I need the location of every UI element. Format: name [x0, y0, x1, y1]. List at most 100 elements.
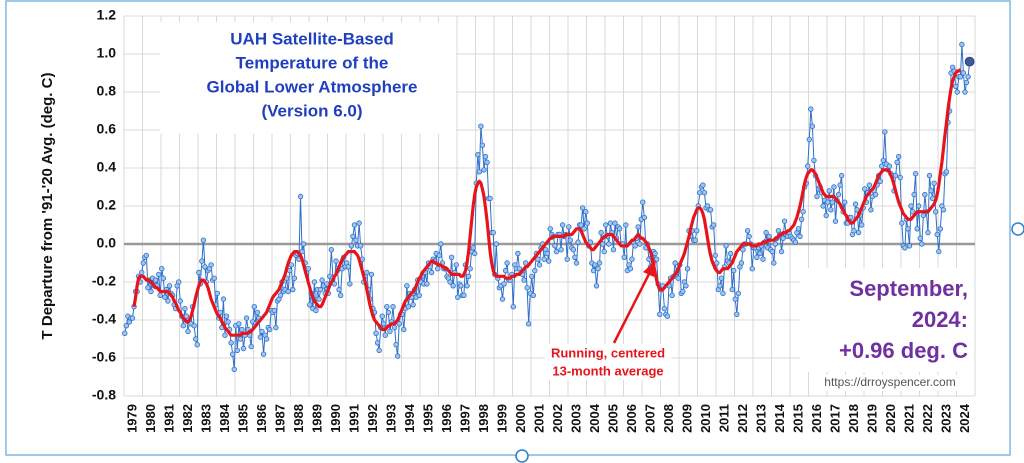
point [587, 239, 594, 245]
point [635, 224, 641, 230]
point [882, 129, 888, 135]
point [792, 239, 799, 245]
point [484, 159, 490, 165]
point [191, 323, 197, 329]
point [376, 347, 382, 354]
point [612, 220, 618, 226]
point [368, 271, 375, 278]
running-average-line [132, 68, 962, 337]
point [307, 302, 313, 308]
point [222, 332, 228, 338]
resize-handle[interactable] [515, 449, 529, 463]
point [152, 277, 159, 283]
point [535, 256, 541, 262]
point [234, 347, 241, 354]
resize-handle[interactable] [1011, 222, 1024, 236]
x-tick-label: 1987 [273, 404, 288, 433]
point [862, 186, 868, 192]
point [897, 174, 903, 181]
point [337, 292, 344, 298]
point [766, 233, 772, 240]
point [707, 207, 714, 213]
point [740, 246, 746, 253]
x-tick-label: 1990 [328, 404, 343, 433]
point [467, 266, 473, 272]
point [300, 241, 307, 247]
point [831, 184, 837, 190]
point [610, 246, 617, 253]
point [243, 315, 250, 321]
point [502, 267, 509, 274]
point [236, 321, 242, 327]
point [559, 222, 566, 228]
point [510, 304, 516, 310]
point [879, 163, 885, 169]
point [165, 298, 171, 304]
point [196, 269, 202, 276]
point [916, 203, 922, 209]
point [835, 191, 842, 198]
annotation: 13-month average [552, 363, 663, 378]
point [271, 307, 278, 314]
point [954, 89, 960, 95]
x-tick-label: 1982 [180, 404, 195, 433]
point [228, 340, 234, 346]
point [263, 336, 270, 342]
point [122, 330, 128, 336]
point [552, 243, 558, 249]
point [899, 220, 905, 226]
point [319, 277, 325, 283]
point [661, 305, 668, 312]
point [529, 273, 535, 279]
point [797, 233, 803, 240]
point [455, 294, 461, 300]
point [470, 245, 476, 251]
point [590, 267, 597, 274]
point [475, 151, 481, 158]
point [795, 226, 802, 232]
point [493, 241, 500, 247]
y-tick-label: 0.8 [97, 83, 117, 99]
point [598, 229, 604, 236]
x-tick-label: 1984 [217, 403, 232, 433]
x-tick-label: 2014 [772, 403, 787, 433]
point [239, 326, 245, 333]
point [909, 208, 916, 215]
x-tick-label: 1994 [402, 403, 417, 433]
chart-title: Temperature of the [236, 53, 389, 72]
point [937, 226, 944, 232]
point [214, 290, 220, 297]
point [886, 163, 893, 169]
point [769, 248, 775, 255]
point [385, 309, 392, 316]
point [499, 296, 506, 302]
y-tick-label: -0.8 [92, 387, 116, 403]
point [316, 296, 322, 302]
x-tick-label: 1999 [495, 404, 510, 433]
point [353, 237, 359, 243]
point [934, 231, 940, 238]
x-tick-label: 2004 [587, 403, 602, 433]
point [607, 220, 614, 226]
latest-label: September, [849, 276, 968, 301]
y-tick-label: -0.2 [92, 273, 116, 289]
point [401, 326, 407, 333]
x-tick-label: 1993 [384, 404, 399, 433]
point [347, 281, 353, 287]
point [273, 324, 279, 331]
annotation: Running, centered [551, 345, 665, 360]
annotation-box [545, 344, 671, 380]
point [393, 342, 399, 348]
point [313, 307, 319, 314]
x-tick-label: 1981 [162, 404, 177, 433]
point [140, 260, 146, 266]
point [379, 313, 385, 319]
point [814, 193, 820, 200]
latest-label: 2024: [912, 307, 968, 332]
point [914, 226, 920, 232]
point [616, 226, 623, 232]
x-tick-label: 2002 [550, 404, 565, 433]
x-tick-label: 2005 [606, 404, 621, 433]
point [700, 182, 706, 188]
point [564, 256, 570, 262]
